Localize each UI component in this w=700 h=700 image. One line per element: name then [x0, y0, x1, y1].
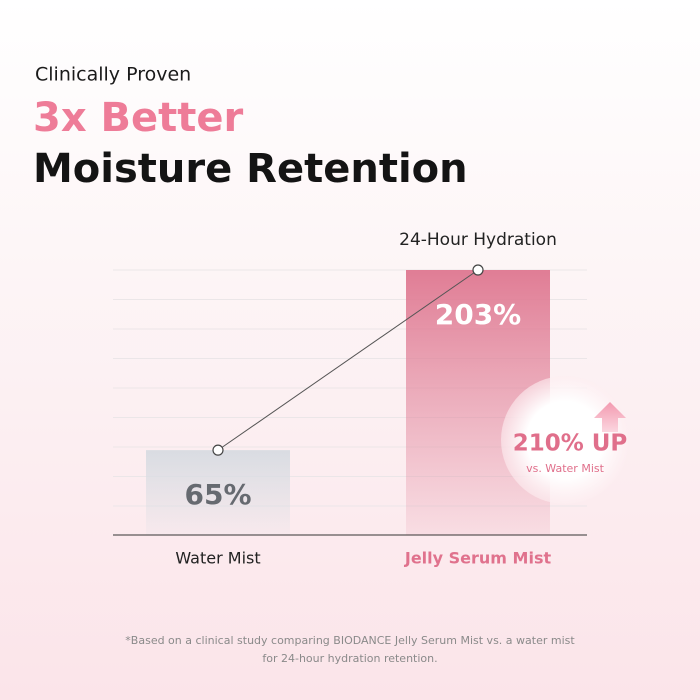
title-highlight: 3x Better: [33, 95, 244, 141]
badge-label: 210% UP: [513, 431, 628, 457]
connector-dot: [472, 264, 484, 276]
footnote: for 24-hour hydration retention.: [262, 652, 437, 665]
bar: [146, 450, 290, 535]
x-tick-label: Jelly Serum Mist: [404, 549, 552, 568]
pretitle: Clinically Proven: [35, 64, 191, 86]
connector: [217, 269, 479, 451]
footnote: *Based on a clinical study comparing BIO…: [125, 634, 575, 647]
title: Moisture Retention: [33, 146, 468, 192]
badge-arrow: [594, 402, 626, 432]
badge-note: vs. Water Mist: [526, 462, 605, 475]
annotation: 24-Hour Hydration: [399, 230, 557, 250]
connector-dot: [212, 444, 224, 456]
value-label: 203%: [435, 298, 522, 331]
badge: [501, 376, 629, 504]
value-label: 65%: [184, 478, 251, 511]
x-tick-label: Water Mist: [175, 549, 260, 568]
